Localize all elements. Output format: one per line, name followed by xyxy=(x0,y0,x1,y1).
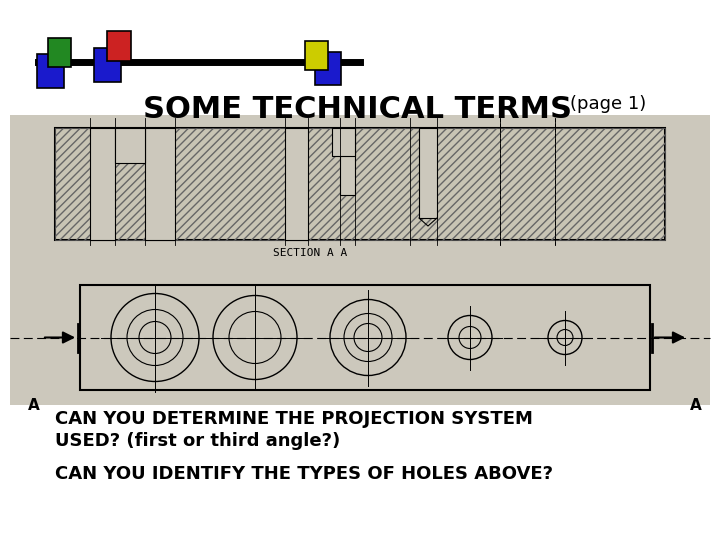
Bar xyxy=(94,48,120,82)
Bar xyxy=(315,51,341,84)
Bar xyxy=(48,37,71,66)
Bar xyxy=(285,128,308,240)
Bar xyxy=(10,115,710,405)
Circle shape xyxy=(557,329,573,346)
Bar xyxy=(145,128,175,240)
Bar xyxy=(37,54,63,88)
Text: SECTION A A: SECTION A A xyxy=(273,248,347,258)
Text: A: A xyxy=(690,398,702,413)
Circle shape xyxy=(127,309,183,366)
Circle shape xyxy=(548,321,582,354)
Bar xyxy=(90,128,115,240)
Text: CAN YOU IDENTIFY THE TYPES OF HOLES ABOVE?: CAN YOU IDENTIFY THE TYPES OF HOLES ABOV… xyxy=(55,465,553,483)
Text: CAN YOU DETERMINE THE PROJECTION SYSTEM: CAN YOU DETERMINE THE PROJECTION SYSTEM xyxy=(55,410,533,428)
Bar xyxy=(80,285,650,390)
Text: (page 1): (page 1) xyxy=(570,95,647,113)
Circle shape xyxy=(229,312,281,363)
Bar xyxy=(107,31,131,61)
Circle shape xyxy=(139,321,171,354)
Text: A: A xyxy=(28,398,40,413)
Bar xyxy=(55,128,665,240)
Circle shape xyxy=(330,300,406,375)
Text: SOME TECHNICAL TERMS: SOME TECHNICAL TERMS xyxy=(143,95,572,124)
Bar xyxy=(55,128,665,240)
Circle shape xyxy=(111,294,199,381)
Text: USED? (first or third angle?): USED? (first or third angle?) xyxy=(55,432,341,450)
Bar xyxy=(305,40,328,70)
Circle shape xyxy=(344,314,392,361)
Bar xyxy=(332,128,355,156)
Bar xyxy=(419,128,437,218)
Circle shape xyxy=(459,327,481,348)
Bar xyxy=(340,128,355,195)
Circle shape xyxy=(354,323,382,352)
Circle shape xyxy=(448,315,492,360)
Circle shape xyxy=(213,295,297,380)
Bar xyxy=(115,128,145,163)
